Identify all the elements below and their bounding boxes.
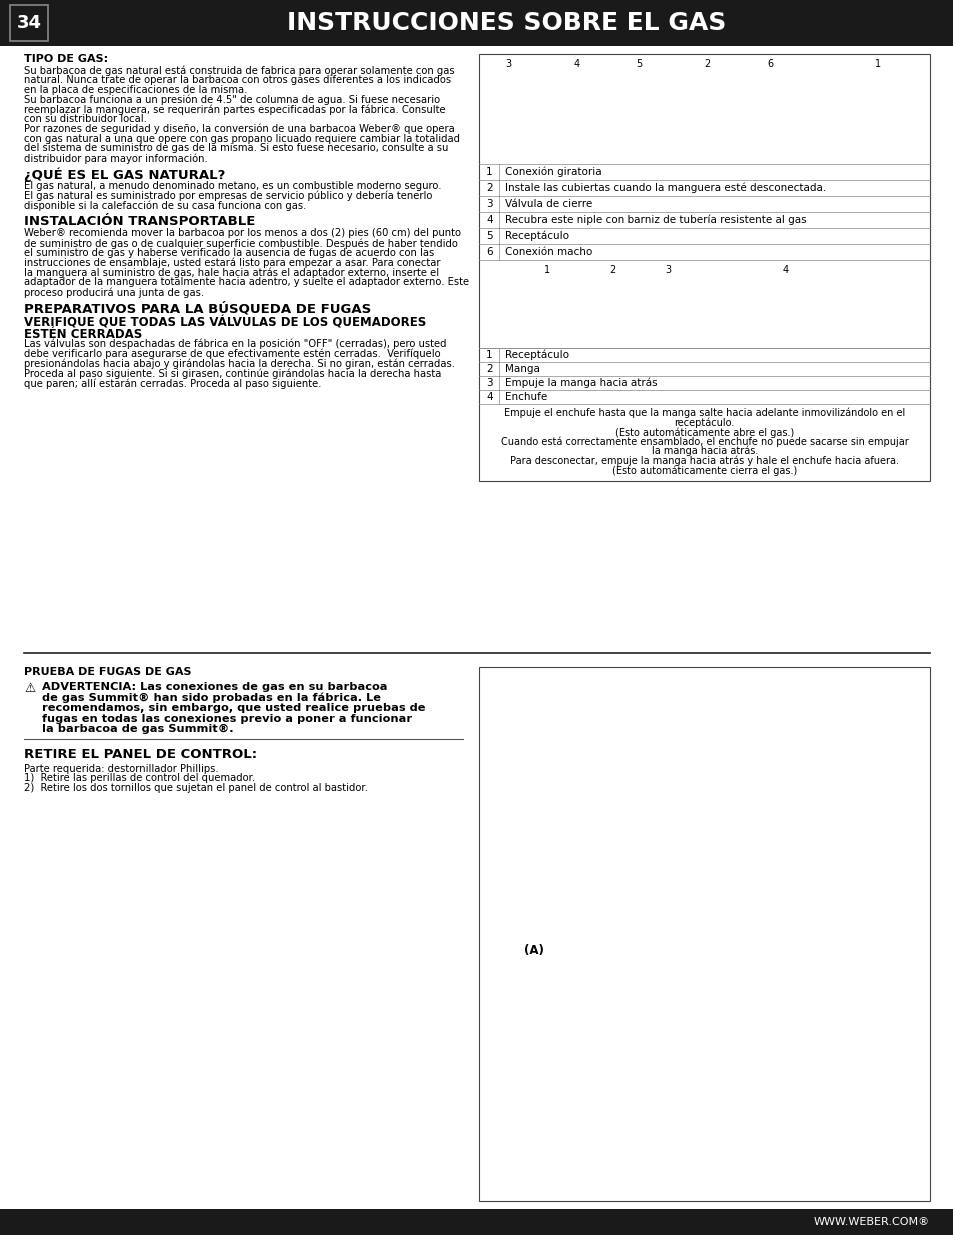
Text: Empuje el enchufe hasta que la manga salte hacia adelante inmovilizándolo en el: Empuje el enchufe hasta que la manga sal… xyxy=(503,408,904,419)
Text: Recubra este niple con barniz de tubería resistente al gas: Recubra este niple con barniz de tubería… xyxy=(505,215,806,225)
Text: (Esto automáticamente cierra el gas.): (Esto automáticamente cierra el gas.) xyxy=(612,466,797,475)
Bar xyxy=(479,54,929,480)
Text: 2: 2 xyxy=(703,59,709,69)
Text: Empuje la manga hacia atrás: Empuje la manga hacia atrás xyxy=(505,378,658,388)
Text: PRUEBA DE FUGAS DE GAS: PRUEBA DE FUGAS DE GAS xyxy=(24,667,192,677)
Text: 5: 5 xyxy=(636,59,641,69)
Text: El gas natural, a menudo denominado metano, es un combustible moderno seguro.: El gas natural, a menudo denominado meta… xyxy=(24,182,441,191)
Text: en la placa de especificaciones de la misma.: en la placa de especificaciones de la mi… xyxy=(24,85,247,95)
Text: 5: 5 xyxy=(486,231,492,241)
Text: Válvula de cierre: Válvula de cierre xyxy=(505,199,592,209)
Text: distribuidor para mayor información.: distribuidor para mayor información. xyxy=(24,153,208,164)
Text: El gas natural es suministrado por empresas de servicio público y debería tenerl: El gas natural es suministrado por empre… xyxy=(24,190,432,201)
Text: 3: 3 xyxy=(665,266,671,275)
Text: ¿QUÉ ES EL GAS NATURAL?: ¿QUÉ ES EL GAS NATURAL? xyxy=(24,168,225,183)
Text: 1: 1 xyxy=(543,266,550,275)
Bar xyxy=(479,667,929,1200)
Text: Para desconectar, empuje la manga hacia atrás y hale el enchufe hacia afuera.: Para desconectar, empuje la manga hacia … xyxy=(510,456,899,466)
Text: 2: 2 xyxy=(486,364,492,374)
Bar xyxy=(0,0,953,46)
Text: proceso producirá una junta de gas.: proceso producirá una junta de gas. xyxy=(24,288,204,298)
Text: de suministro de gas o de cualquier superficie combustible. Después de haber ten: de suministro de gas o de cualquier supe… xyxy=(24,238,457,248)
Text: Cuando está correctamente ensamblado, el enchufe no puede sacarse sin empujar: Cuando está correctamente ensamblado, el… xyxy=(500,436,907,447)
Text: con gas natural a una que opere con gas propano licuado requiere cambiar la tota: con gas natural a una que opere con gas … xyxy=(24,133,459,143)
Text: 34: 34 xyxy=(16,14,42,32)
Text: 1: 1 xyxy=(874,59,881,69)
Text: 3: 3 xyxy=(486,378,492,388)
Text: la manga hacia atrás.: la manga hacia atrás. xyxy=(651,446,757,457)
Text: 3: 3 xyxy=(486,199,492,209)
Text: con su distribuidor local.: con su distribuidor local. xyxy=(24,114,147,124)
Text: que paren; allí estarán cerradas. Proceda al paso siguiente.: que paren; allí estarán cerradas. Proced… xyxy=(24,378,321,389)
Text: Receptáculo: Receptáculo xyxy=(505,231,569,241)
Text: 2: 2 xyxy=(486,183,492,193)
Text: adaptador de la manguera totalmente hacia adentro, y suelte el adaptador externo: adaptador de la manguera totalmente haci… xyxy=(24,278,469,288)
Text: Su barbacoa funciona a un presión de 4.5" de columna de agua. Si fuese necesario: Su barbacoa funciona a un presión de 4.5… xyxy=(24,94,439,105)
Text: 6: 6 xyxy=(486,247,492,257)
Text: 1: 1 xyxy=(486,167,492,177)
Text: de gas Summit® han sido probadas en la fábrica. Le: de gas Summit® han sido probadas en la f… xyxy=(42,693,380,703)
Text: TIPO DE GAS:: TIPO DE GAS: xyxy=(24,54,108,64)
Text: INSTALACIÓN TRANSPORTABLE: INSTALACIÓN TRANSPORTABLE xyxy=(24,215,255,228)
Text: Receptáculo: Receptáculo xyxy=(505,350,569,361)
Text: la manguera al suministro de gas, hale hacia atrás el adaptador externo, inserte: la manguera al suministro de gas, hale h… xyxy=(24,268,438,278)
Text: disponible si la calefacción de su casa funciona con gas.: disponible si la calefacción de su casa … xyxy=(24,200,306,211)
Text: instrucciones de ensamblaje, usted estará listo para empezar a asar. Para conect: instrucciones de ensamblaje, usted estar… xyxy=(24,258,440,268)
Text: 1: 1 xyxy=(486,350,492,359)
Text: Enchufe: Enchufe xyxy=(505,391,547,403)
Text: Las válvulas son despachadas de fábrica en la posición "OFF" (cerradas), pero us: Las válvulas son despachadas de fábrica … xyxy=(24,338,446,350)
Text: 2)  Retire los dos tornillos que sujetan el panel de control al bastidor.: 2) Retire los dos tornillos que sujetan … xyxy=(24,783,368,793)
Text: WWW.WEBER.COM®: WWW.WEBER.COM® xyxy=(813,1216,929,1228)
Text: el suministro de gas y haberse verificado la ausencia de fugas de acuerdo con la: el suministro de gas y haberse verificad… xyxy=(24,248,434,258)
Text: INSTRUCCIONES SOBRE EL GAS: INSTRUCCIONES SOBRE EL GAS xyxy=(287,11,726,35)
Text: 6: 6 xyxy=(766,59,772,69)
Text: la barbacoa de gas Summit®.: la barbacoa de gas Summit®. xyxy=(42,724,233,734)
Bar xyxy=(10,5,48,41)
Text: recomendamos, sin embargo, que usted realice pruebas de: recomendamos, sin embargo, que usted rea… xyxy=(42,703,425,713)
Text: Por razones de seguridad y diseño, la conversión de una barbacoa Weber® que oper: Por razones de seguridad y diseño, la co… xyxy=(24,124,455,135)
Text: debe verificarlo para asegurarse de que efectivamente estén cerradas.  Verifíque: debe verificarlo para asegurarse de que … xyxy=(24,348,440,359)
Text: 4: 4 xyxy=(781,266,788,275)
Text: receptáculo.: receptáculo. xyxy=(674,417,734,429)
Text: Conexión macho: Conexión macho xyxy=(505,247,592,257)
Text: RETIRE EL PANEL DE CONTROL:: RETIRE EL PANEL DE CONTROL: xyxy=(24,748,257,762)
Text: Manga: Manga xyxy=(505,364,539,374)
Text: (A): (A) xyxy=(524,944,544,957)
Bar xyxy=(0,1209,953,1235)
Text: Conexión giratoria: Conexión giratoria xyxy=(505,167,601,178)
Text: Su barbacoa de gas natural está construida de fabrica para operar solamente con : Su barbacoa de gas natural está construi… xyxy=(24,65,455,75)
Text: del sistema de suministro de gas de la misma. Si esto fuese necesario, consulte : del sistema de suministro de gas de la m… xyxy=(24,143,448,153)
Text: 4: 4 xyxy=(573,59,578,69)
Text: 3: 3 xyxy=(505,59,511,69)
Text: natural. Nunca trate de operar la barbacoa con otros gases diferentes a los indi: natural. Nunca trate de operar la barbac… xyxy=(24,75,451,85)
Text: 1)  Retire las perillas de control del quemador.: 1) Retire las perillas de control del qu… xyxy=(24,773,254,783)
Text: Parte requerida: destornillador Phillips.: Parte requerida: destornillador Phillips… xyxy=(24,763,218,773)
Text: 4: 4 xyxy=(486,215,492,225)
Text: Instale las cubiertas cuando la manguera esté desconectada.: Instale las cubiertas cuando la manguera… xyxy=(505,183,826,193)
Text: 4: 4 xyxy=(486,391,492,403)
Text: ESTÉN CERRADAS: ESTÉN CERRADAS xyxy=(24,329,142,341)
Text: Proceda al paso siguiente. Si si girasen, continúe girándolas hacia la derecha h: Proceda al paso siguiente. Si si girasen… xyxy=(24,368,441,379)
Text: ⚠: ⚠ xyxy=(24,682,35,695)
Text: fugas en todas las conexiones previo a poner a funcionar: fugas en todas las conexiones previo a p… xyxy=(42,714,412,724)
Text: Weber® recomienda mover la barbacoa por los menos a dos (2) pies (60 cm) del pun: Weber® recomienda mover la barbacoa por … xyxy=(24,228,460,238)
Text: reemplazar la manguera, se requerirán partes especificadas por la fábrica. Consu: reemplazar la manguera, se requerirán pa… xyxy=(24,104,445,115)
Text: presionándolas hacia abajo y girándolas hacia la derecha. Si no giran, están cer: presionándolas hacia abajo y girándolas … xyxy=(24,358,455,369)
Text: 2: 2 xyxy=(609,266,615,275)
Text: PREPARATIVOS PARA LA BÚSQUEDA DE FUGAS: PREPARATIVOS PARA LA BÚSQUEDA DE FUGAS xyxy=(24,303,371,315)
Text: ADVERTENCIA: Las conexiones de gas en su barbacoa: ADVERTENCIA: Las conexiones de gas en su… xyxy=(42,682,387,692)
Text: (Esto automáticamente abre el gas.): (Esto automáticamente abre el gas.) xyxy=(615,427,794,437)
Text: VERIFIQUE QUE TODAS LAS VÁLVULAS DE LOS QUEMADORES: VERIFIQUE QUE TODAS LAS VÁLVULAS DE LOS … xyxy=(24,317,426,330)
